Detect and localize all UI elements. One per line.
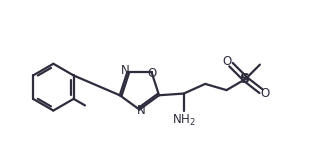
Text: S: S [240,72,250,86]
Text: O: O [222,55,232,68]
Text: NH$_2$: NH$_2$ [172,113,196,128]
Text: N: N [121,64,130,77]
Text: N: N [136,104,145,117]
Text: O: O [147,67,156,80]
Text: O: O [260,87,270,100]
